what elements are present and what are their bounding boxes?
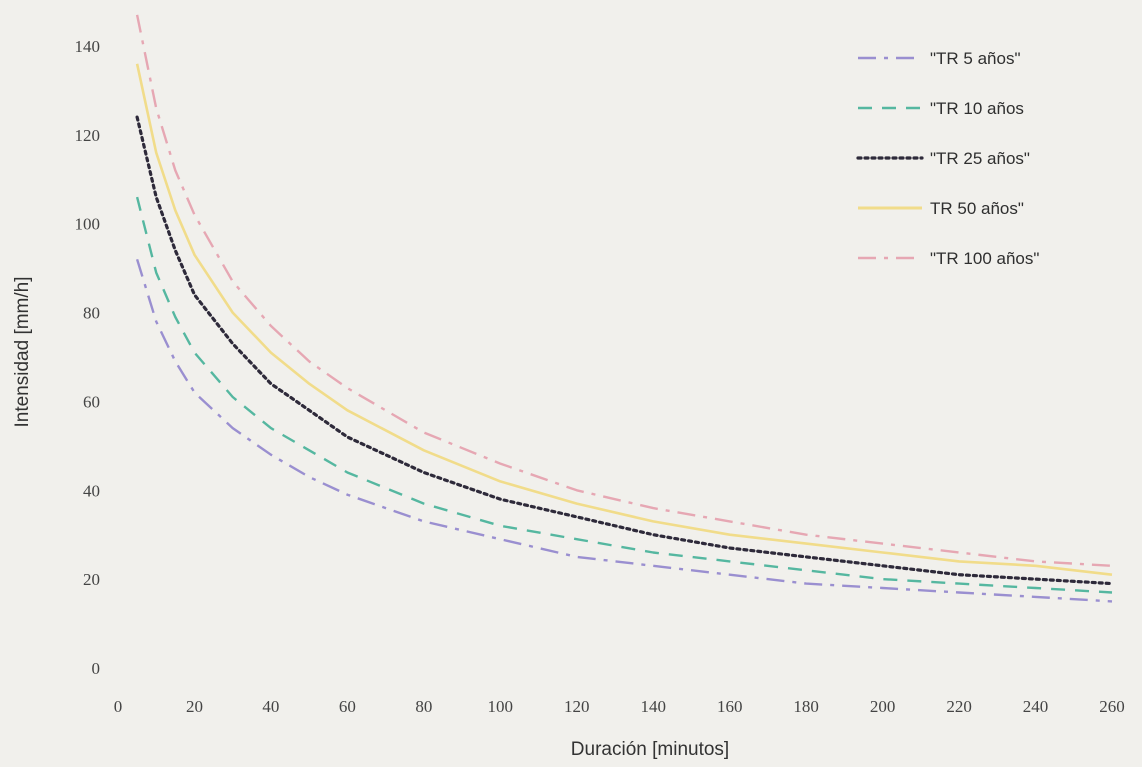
legend-label: "TR 100 años" xyxy=(930,249,1039,268)
x-tick-label: 160 xyxy=(717,697,743,716)
legend: "TR 5 años" "TR 10 años "TR 25 años" TR 50 … xyxy=(856,49,1039,268)
series-line xyxy=(135,115,1114,586)
x-tick-label: 240 xyxy=(1023,697,1049,716)
x-tick-label: 40 xyxy=(262,697,279,716)
series-lines xyxy=(135,14,1114,603)
y-tick-label: 20 xyxy=(83,570,100,589)
y-tick-label: 120 xyxy=(75,126,101,145)
x-tick-label: 140 xyxy=(640,697,666,716)
y-tick-label: 140 xyxy=(75,37,101,56)
x-tick-label: 60 xyxy=(339,697,356,716)
y-tick-label: 40 xyxy=(83,481,100,500)
x-tick-label: 80 xyxy=(415,697,432,716)
x-tick-label: 100 xyxy=(488,697,514,716)
x-tick-label: 120 xyxy=(564,697,590,716)
x-axis-label: Duración [minutos] xyxy=(571,739,729,760)
series-line xyxy=(135,14,1113,567)
y-tick-label: 100 xyxy=(75,215,101,234)
x-tick-label: 0 xyxy=(114,697,123,716)
y-axis-ticks: 0 20 40 60 80 100 120 140 xyxy=(75,37,101,678)
series-line xyxy=(135,196,1113,594)
y-axis-label: Intensidad [mm/h] xyxy=(12,276,33,427)
y-tick-label: 0 xyxy=(92,659,101,678)
x-tick-label: 260 xyxy=(1099,697,1125,716)
series-line xyxy=(135,63,1113,576)
series-line xyxy=(135,258,1113,603)
y-tick-label: 80 xyxy=(83,304,100,323)
x-tick-label: 20 xyxy=(186,697,203,716)
legend-label: "TR 25 años" xyxy=(930,149,1030,168)
x-tick-label: 180 xyxy=(793,697,819,716)
legend-label: "TR 10 años xyxy=(930,99,1024,118)
legend-label: TR 50 años" xyxy=(930,199,1024,218)
legend-label: "TR 5 años" xyxy=(930,49,1021,68)
y-tick-label: 60 xyxy=(83,392,100,411)
x-tick-label: 220 xyxy=(946,697,972,716)
x-axis-ticks: 0 20 40 60 80 100 120 140 160 180 200 220 240 260 xyxy=(114,697,1125,716)
x-tick-label: 200 xyxy=(870,697,896,716)
